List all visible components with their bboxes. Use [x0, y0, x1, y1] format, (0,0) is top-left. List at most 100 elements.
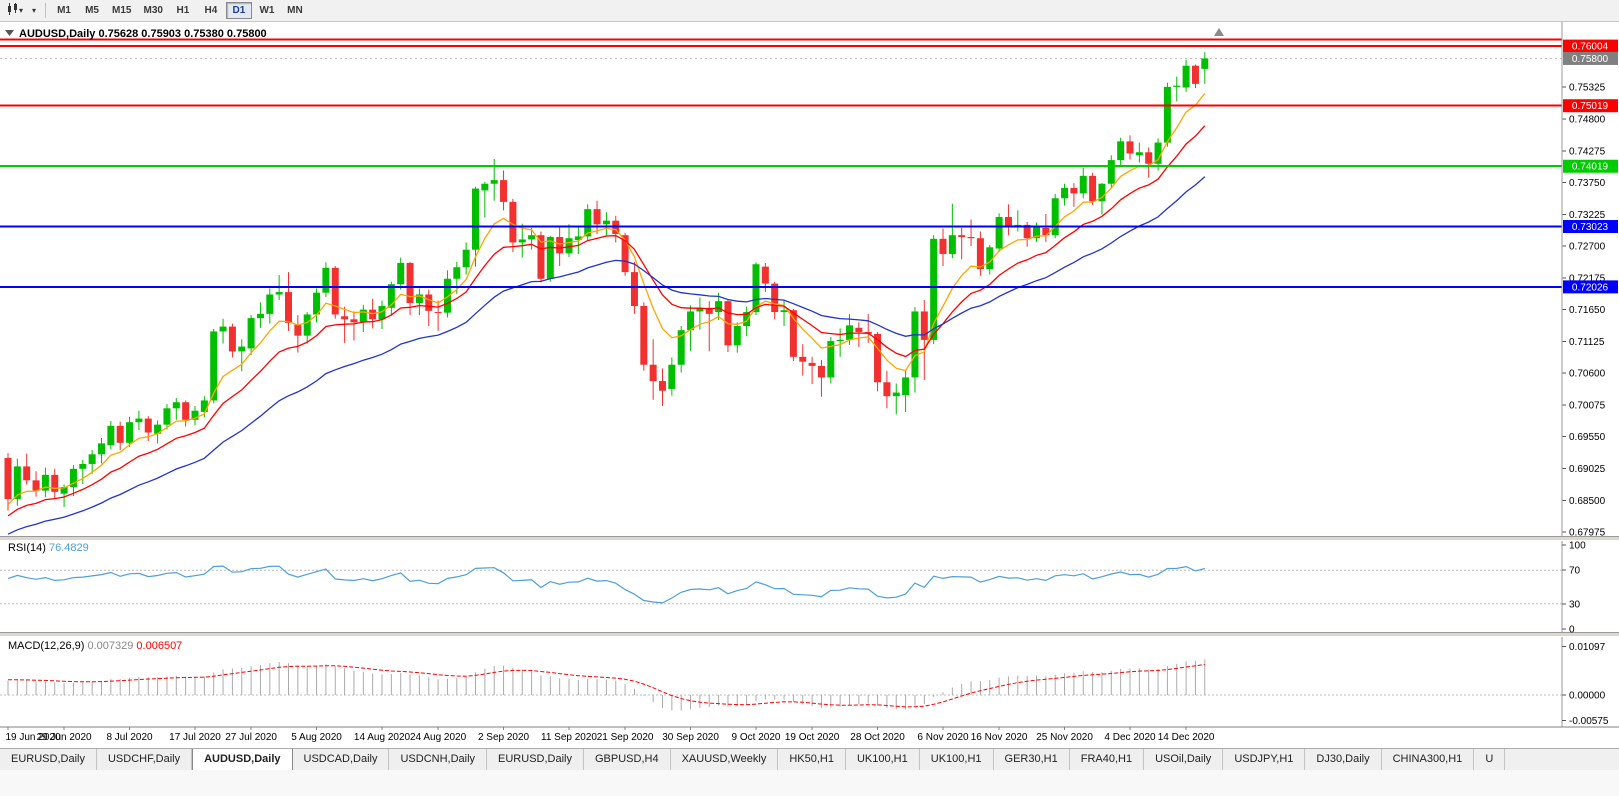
chart-tab-eurusd-0[interactable]: EURUSD,Daily — [0, 749, 97, 770]
date-label: 2 Sep 2020 — [478, 732, 530, 743]
resistance-line-1-badge: 0.76004 — [1563, 39, 1618, 53]
date-label: 29 Jun 2020 — [37, 732, 92, 743]
ma-fast-orange-line[interactable] — [7, 92, 1206, 505]
chart-tabs-bar: EURUSD,Daily USDCHF,Daily AUDUSD,Daily USDC… — [0, 748, 1619, 770]
current-price-badge: 0.75800 — [1563, 51, 1618, 65]
macd-scale-label: 0.00000 — [1569, 691, 1606, 702]
date-label: 5 Aug 2020 — [291, 732, 342, 743]
svg-text:0.76004: 0.76004 — [1572, 42, 1609, 53]
chart-tab-gbpusd-6[interactable]: GBPUSD,H4 — [584, 749, 671, 770]
rsi-panel-splitter[interactable] — [0, 536, 1619, 541]
resistance-line-2-badge: 0.75019 — [1563, 99, 1618, 113]
chart-tab-usoil-13[interactable]: USOil,Daily — [1144, 749, 1224, 770]
chart-canvas[interactable]: 0.75325 0.74800 0.74275 0.73750 0.73225 0.727… — [0, 22, 1619, 748]
chart-tab-eurusd-5[interactable]: EURUSD,Daily — [487, 749, 584, 770]
price-tick-label: 0.74275 — [1569, 146, 1606, 157]
macd-panel-splitter[interactable] — [0, 632, 1619, 637]
chart-tab-fra40-12[interactable]: FRA40,H1 — [1069, 749, 1145, 770]
timeframe-button-d1[interactable]: D1 — [225, 2, 252, 19]
svg-text:0.74019: 0.74019 — [1572, 162, 1609, 173]
date-label: 9 Oct 2020 — [732, 732, 781, 743]
chart-tab-usdjpy-14[interactable]: USDJPY,H1 — [1223, 749, 1306, 770]
price-tick-label: 0.70075 — [1569, 400, 1606, 411]
price-tick-label: 0.73750 — [1569, 178, 1606, 189]
chevron-down-icon: ▾ — [32, 5, 37, 15]
date-label: 25 Nov 2020 — [1036, 732, 1093, 743]
chart-tab-usdchf-1[interactable]: USDCHF,Daily — [96, 749, 193, 770]
ma-slow-blue-line[interactable] — [7, 176, 1206, 535]
rsi-label: RSI(14) 76.4829 — [8, 542, 89, 554]
date-label: 19 Jun 2020 — [5, 732, 60, 743]
chart-tab-ger30-11[interactable]: GER30,H1 — [993, 749, 1070, 770]
macd-signal-line — [8, 664, 1205, 708]
chart-type-dropdown-button[interactable]: ▾ — [3, 2, 27, 20]
chart-tab-hk50-8[interactable]: HK50,H1 — [778, 749, 846, 770]
chart-tab-uk100-9[interactable]: UK100,H1 — [845, 749, 920, 770]
rsi-scale-label: 30 — [1569, 599, 1581, 610]
price-tick-label: 0.68500 — [1569, 496, 1606, 507]
macd-label: MACD(12,26,9) 0.007329 0.006507 — [8, 640, 182, 652]
candlestick-chart-icon — [7, 3, 18, 18]
price-tick-label: 0.71650 — [1569, 305, 1606, 316]
timeframe-button-mn[interactable]: MN — [282, 2, 308, 19]
svg-text:0.75019: 0.75019 — [1572, 101, 1609, 112]
rsi-scale-label: 70 — [1569, 566, 1581, 577]
chart-tab-china300-16[interactable]: CHINA300,H1 — [1381, 749, 1475, 770]
date-label: 21 Sep 2020 — [597, 732, 654, 743]
price-tick-label: 0.74800 — [1569, 114, 1606, 125]
price-tick-label: 0.75325 — [1569, 83, 1606, 94]
chart-tab-uk100-10[interactable]: UK100,H1 — [919, 749, 994, 770]
chart-tab-audusd-2[interactable]: AUDUSD,Daily — [192, 749, 293, 770]
price-tick-label: 0.72175 — [1569, 273, 1606, 284]
timeframe-button-m30[interactable]: M30 — [138, 2, 167, 19]
zoom-dropdown-button[interactable]: ▾ — [27, 2, 40, 20]
date-label: 27 Jul 2020 — [225, 732, 277, 743]
date-label: 14 Aug 2020 — [354, 732, 411, 743]
price-tick-label: 0.70600 — [1569, 369, 1606, 380]
chart-tab-usdcad-3[interactable]: USDCAD,Daily — [292, 749, 390, 770]
top-toolbar: ▾ ▾ M1 M5 M15 M30 H1 H4 D1 W1 MN — [0, 0, 1619, 22]
date-label: 14 Dec 2020 — [1158, 732, 1215, 743]
chart-tab-xauusd-7[interactable]: XAUUSD,Weekly — [670, 749, 779, 770]
support-line-blue-1-badge: 0.73023 — [1563, 220, 1618, 234]
svg-text:0.75800: 0.75800 — [1572, 54, 1609, 65]
svg-text:0.72026: 0.72026 — [1572, 282, 1609, 293]
chart-title: AUDUSD,Daily 0.75628 0.75903 0.75380 0.7… — [19, 28, 267, 40]
ma-medium-red-line[interactable] — [7, 125, 1206, 517]
status-strip — [0, 770, 1619, 796]
timeframe-button-m1[interactable]: M1 — [51, 2, 77, 19]
price-tick-label: 0.69550 — [1569, 432, 1606, 443]
timeframe-button-h4[interactable]: H4 — [198, 2, 224, 19]
price-tick-label: 0.67975 — [1569, 528, 1606, 539]
date-label: 16 Nov 2020 — [971, 732, 1028, 743]
macd-histogram — [7, 659, 1206, 711]
one-click-trading-toggle[interactable] — [5, 30, 14, 36]
chart-tab-usdcnh-4[interactable]: USDCNH,Daily — [389, 749, 488, 770]
date-label: 8 Jul 2020 — [106, 732, 153, 743]
price-tick-label: 0.71125 — [1569, 337, 1605, 348]
date-label: 11 Sep 2020 — [541, 732, 597, 743]
timeframe-button-m15[interactable]: M15 — [107, 2, 136, 19]
date-label: 24 Aug 2020 — [410, 732, 467, 743]
date-label: 30 Sep 2020 — [662, 732, 719, 743]
timeframe-button-h1[interactable]: H1 — [170, 2, 196, 19]
price-axis[interactable]: 0.75325 0.74800 0.74275 0.73750 0.73225 0.727… — [1562, 83, 1606, 539]
timeframe-button-w1[interactable]: W1 — [254, 2, 280, 19]
chevron-down-icon: ▾ — [19, 5, 24, 15]
date-label: 17 Jul 2020 — [169, 732, 221, 743]
toolbar-separator — [45, 3, 47, 18]
date-label: 28 Oct 2020 — [850, 732, 905, 743]
support-line-green-badge: 0.74019 — [1563, 159, 1618, 173]
macd-scale-label: 0.01097 — [1569, 642, 1606, 653]
chart-tab-dj30-15[interactable]: DJ30,Daily — [1305, 749, 1382, 770]
rsi-scale-label: 0 — [1569, 625, 1575, 636]
date-label: 4 Dec 2020 — [1104, 732, 1156, 743]
timeframe-button-m5[interactable]: M5 — [79, 2, 105, 19]
chart-shift-marker[interactable] — [1214, 28, 1224, 36]
date-label: 19 Oct 2020 — [785, 732, 840, 743]
macd-scale-label: -0.00575 — [1569, 716, 1609, 727]
chart-tab-u-17[interactable]: U — [1474, 749, 1506, 770]
date-label: 6 Nov 2020 — [917, 732, 969, 743]
